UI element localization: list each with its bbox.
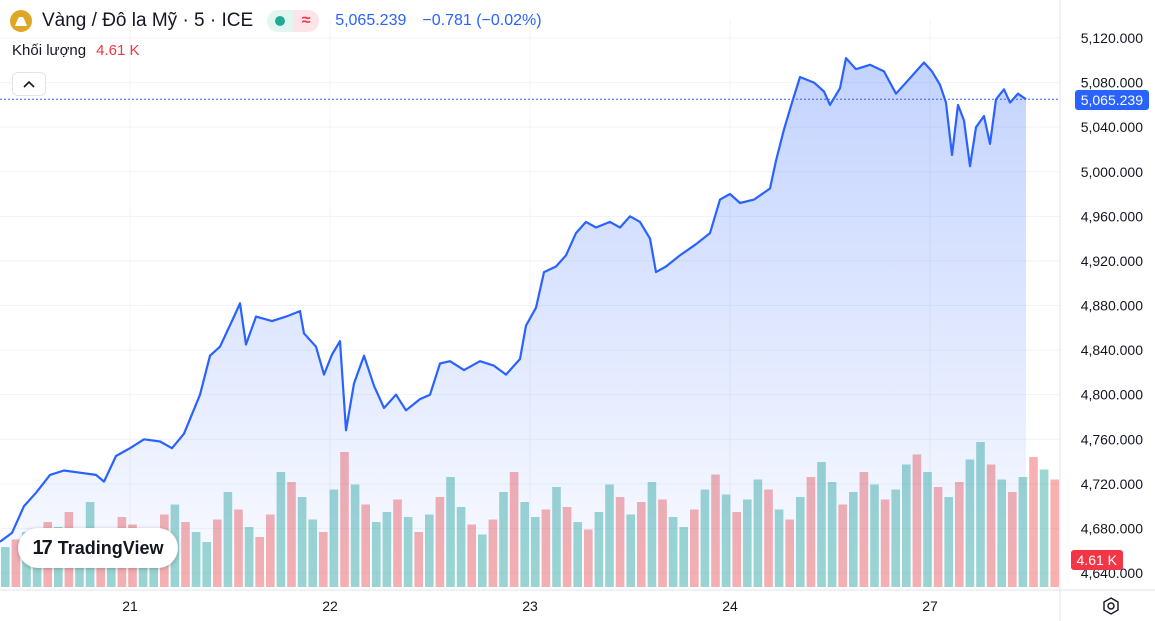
volume-bar xyxy=(1050,479,1059,587)
x-tick-label: 27 xyxy=(922,598,938,614)
y-axis: 5,120.000 5,080.000 5,040.000 5,000.000 4,96… xyxy=(1081,30,1143,581)
delayed-data-icon: ≈ xyxy=(293,10,320,32)
volume-value: 4.61 K xyxy=(96,42,140,59)
symbol-header: Vàng / Đô la Mỹ · 5 · ICE ≈ 5,065.239 −0… xyxy=(10,8,542,34)
settings-icon[interactable] xyxy=(1101,596,1121,616)
x-tick-label: 21 xyxy=(122,598,138,614)
price-line xyxy=(0,57,1027,543)
y-tick-label: 5,000.000 xyxy=(1081,164,1143,180)
x-axis: 21 22 23 24 27 xyxy=(122,598,938,614)
volume-bar xyxy=(1039,469,1049,587)
x-tick-label: 23 xyxy=(522,598,538,614)
y-tick-label: 4,960.000 xyxy=(1081,208,1143,224)
y-tick-label: 4,880.000 xyxy=(1081,298,1143,314)
y-tick-label: 5,120.000 xyxy=(1081,30,1143,46)
y-tick-label: 4,760.000 xyxy=(1081,431,1143,447)
y-tick-label: 4,720.000 xyxy=(1081,476,1143,492)
y-tick-label: 5,040.000 xyxy=(1081,119,1143,135)
y-tick-label: 5,080.000 xyxy=(1081,75,1143,91)
price-change: −0.781 (−0.02%) xyxy=(422,12,542,29)
y-tick-label: 4,680.000 xyxy=(1081,520,1143,536)
x-tick-label: 24 xyxy=(722,598,738,614)
y-tick-label: 4,920.000 xyxy=(1081,253,1143,269)
price-area-fill xyxy=(0,58,1026,588)
x-tick-label: 22 xyxy=(322,598,338,614)
volume-tag: 4.61 K xyxy=(1070,550,1123,570)
status-pill[interactable]: ≈ xyxy=(267,10,320,32)
last-price-tag: 5,065.239 xyxy=(1074,90,1149,110)
market-open-dot-icon xyxy=(267,10,294,32)
collapse-legend-button[interactable] xyxy=(12,72,46,96)
y-tick-label: 4,800.000 xyxy=(1081,387,1143,403)
volume-label: Khối lượng xyxy=(12,42,87,59)
y-tick-label: 4,840.000 xyxy=(1081,342,1143,358)
symbol-title[interactable]: Vàng / Đô la Mỹ · 5 · ICE xyxy=(42,10,254,31)
tradingview-mark: 17 xyxy=(32,536,53,559)
tradingview-logo[interactable]: 17 TradingView xyxy=(18,528,178,568)
volume-bar xyxy=(1029,457,1038,587)
tradingview-text: TradingView xyxy=(57,537,164,558)
chevron-up-icon xyxy=(23,80,35,88)
volume-legend: Khối lượng 4.61 K xyxy=(12,42,139,59)
gold-coin-icon xyxy=(10,10,32,32)
last-price: 5,065.239 xyxy=(335,12,407,29)
